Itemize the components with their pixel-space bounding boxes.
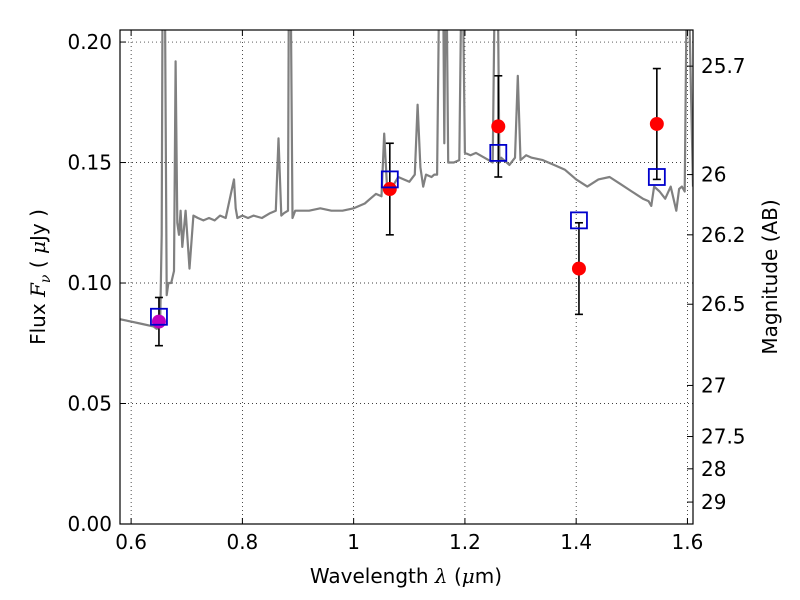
observed-point <box>491 119 506 134</box>
plot-area <box>120 30 693 524</box>
model-photometry-square <box>380 170 399 189</box>
magnitude-tick-label: 27 <box>701 373 726 397</box>
observed-point <box>382 182 397 197</box>
y-tick-label: 0.00 <box>67 512 112 536</box>
x-tick-label: 0.8 <box>226 530 258 554</box>
y-axis-label-left: Flux Fν ( μJy ) <box>26 209 54 345</box>
y-tick-label: 0.05 <box>67 392 112 416</box>
x-tick-label: 1.2 <box>449 530 481 554</box>
y-tick-label: 0.15 <box>67 151 112 175</box>
model-spectrum-line <box>120 30 693 330</box>
magnitude-tick-label: 25.7 <box>701 54 746 78</box>
observed-point <box>571 261 586 276</box>
observed-point <box>649 116 664 131</box>
x-axis-label: Wavelength λ (μm) <box>310 564 502 588</box>
magnitude-tick-label: 29 <box>701 490 726 514</box>
data-layer <box>120 30 693 330</box>
x-tick-label: 0.6 <box>115 530 147 554</box>
x-tick-label: 1.6 <box>672 530 704 554</box>
y-axis-label-right: Magnitude (AB) <box>758 199 782 354</box>
observed-optical-point <box>151 314 166 329</box>
error-bar-layer <box>150 67 666 347</box>
model-photometry-square <box>150 307 168 326</box>
ticks: 0.6 0.8 1 1.2 1.4 1.6 0.00 0.05 0.10 0.15 0.20 25.7… <box>67 30 746 554</box>
model-photometry-square <box>570 211 588 230</box>
magnitude-tick-label: 27.5 <box>701 425 746 449</box>
x-tick-label: 1 <box>347 530 360 554</box>
magnitude-tick-label: 26 <box>701 163 726 187</box>
model-photometry-square <box>489 143 508 162</box>
model-photometry-square <box>647 168 666 186</box>
y-tick-label: 0.20 <box>67 30 112 54</box>
x-tick-label: 1.4 <box>560 530 592 554</box>
magnitude-tick-label: 26.5 <box>701 292 746 316</box>
magnitude-tick-label: 28 <box>701 457 726 481</box>
magnitude-tick-label: 26.2 <box>701 223 746 247</box>
plot-frame <box>119 29 694 525</box>
y-tick-label: 0.10 <box>67 271 112 295</box>
